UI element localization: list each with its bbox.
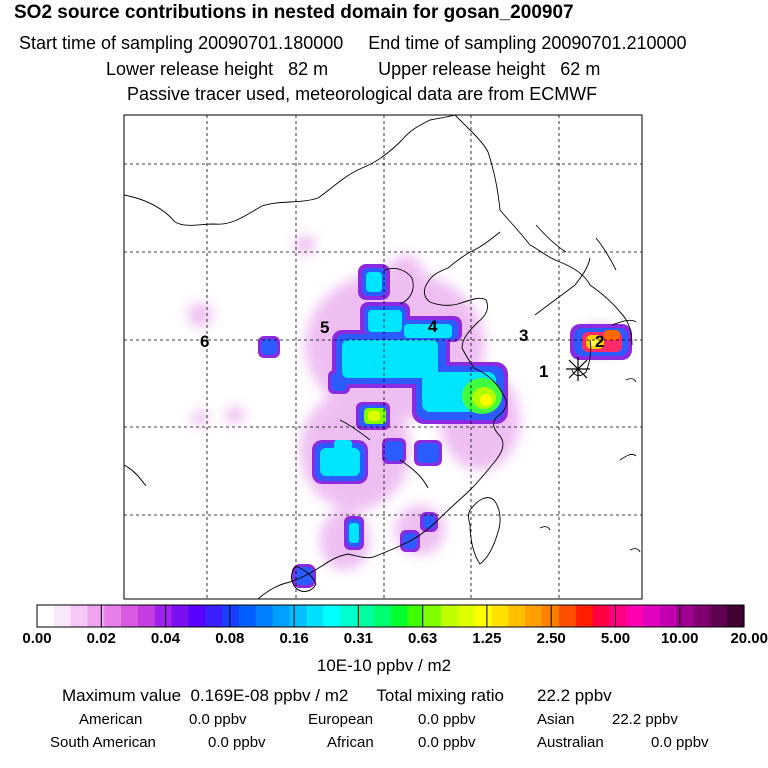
colorbar-swatch — [390, 605, 408, 627]
colorbar-swatch — [154, 605, 173, 627]
colorbar-swatch — [659, 605, 678, 627]
max-total-line: Maximum value 0.169E-08 ppbv / m2 Total … — [62, 686, 612, 706]
total-value: 22.2 ppbv — [537, 686, 612, 705]
colorbar-swatch — [727, 605, 745, 627]
colorbar-swatch — [575, 605, 594, 627]
release-heights: Lower release height 82 m Upper release … — [106, 59, 600, 80]
colorbar-swatch — [188, 605, 206, 627]
map-frame — [123, 114, 643, 600]
colorbar-swatch — [255, 605, 274, 627]
colorbar-swatch — [171, 605, 190, 627]
colorbar-swatch — [407, 605, 425, 627]
region-asian-value: 22.2 ppbv — [612, 711, 678, 728]
region-european-name: European — [308, 711, 374, 728]
plume-hotspots — [364, 330, 622, 424]
colorbar-tick-label: 0.31 — [343, 630, 373, 647]
chart-title: SO2 source contributions in nested domai… — [14, 2, 574, 23]
graticule — [124, 115, 642, 599]
region-american-name: American — [79, 711, 143, 728]
max-label: Maximum value — [62, 686, 182, 705]
sector-label-1: 1 — [539, 362, 548, 381]
colorbar-swatch — [441, 605, 459, 627]
sector-label-3: 3 — [519, 326, 528, 345]
colorbar-swatch — [373, 605, 392, 627]
colorbar-tick-label: 0.16 — [279, 630, 309, 647]
colorbar-tick-label: 0.63 — [408, 630, 438, 647]
sector-label-6: 6 — [200, 332, 209, 351]
plume-halo — [188, 235, 622, 570]
colorbar-tick-label: 20.00 — [730, 630, 768, 647]
colorbar-swatch — [592, 605, 610, 627]
colorbar-tick-label: 0.00 — [22, 630, 52, 647]
colorbar-swatch — [474, 605, 493, 627]
colorbar-swatch — [239, 605, 257, 627]
colorbar-swatch — [306, 605, 324, 627]
colorbar-tick-label: 0.04 — [150, 630, 181, 647]
region-australian-value: 0.0 ppbv — [651, 734, 709, 751]
colorbar-swatch — [424, 605, 442, 627]
colorbar-swatch — [53, 605, 72, 627]
sector-label-2: 2 — [595, 332, 604, 351]
colorbar-swatch — [609, 605, 627, 627]
colorbar-swatch — [37, 605, 55, 627]
region-asian-name: Asian — [537, 711, 575, 728]
colorbar-frame — [36, 604, 745, 628]
colorbar-swatch — [356, 605, 375, 627]
colorbar-tick-label: 10.00 — [660, 630, 699, 647]
colorbar-swatch — [272, 605, 291, 627]
start-label: Start time of sampling — [19, 33, 194, 53]
colorbar-swatch — [104, 605, 122, 627]
colorbar-swatch — [340, 605, 358, 627]
end-value: 20090701.210000 — [541, 33, 687, 53]
lower-label: Lower release height — [106, 59, 274, 79]
colorbar-swatch — [70, 605, 89, 627]
colorbar-swatch — [205, 605, 223, 627]
colorbar-tick-label: 1.25 — [472, 630, 502, 647]
colorbar-swatch — [643, 605, 661, 627]
colorbar-units: 10E-10 ppbv / m2 — [316, 656, 452, 675]
colorbar-tick-label: 0.02 — [86, 630, 116, 647]
sector-label-4: 4 — [428, 317, 438, 336]
colorbar-swatch — [491, 605, 509, 627]
sampling-times: Start time of sampling 20090701.180000 E… — [19, 33, 687, 54]
region-european-value: 0.0 ppbv — [418, 711, 476, 728]
colorbar-swatch — [138, 605, 156, 627]
total-label: Total mixing ratio — [376, 686, 504, 705]
region-south-american-value: 0.0 ppbv — [208, 734, 266, 751]
colorbar-swatch — [676, 605, 695, 627]
end-label: End time of sampling — [368, 33, 537, 53]
colorbar-swatch — [323, 605, 341, 627]
colorbar-tick-label: 0.08 — [215, 630, 245, 647]
colorbar-swatch — [508, 605, 526, 627]
receptor-asterisk-marker — [566, 357, 590, 381]
colorbar-swatch — [222, 605, 240, 627]
region-african-name: African — [327, 734, 374, 751]
sector-label-5: 5 — [320, 318, 329, 337]
max-value: 0.169E-08 ppbv / m2 — [190, 686, 349, 705]
colorbar-swatch — [710, 605, 728, 627]
colorbar-swatch — [558, 605, 577, 627]
tracer-note: Passive tracer used, meteorological data… — [127, 84, 598, 104]
colorbar-swatch — [626, 605, 644, 627]
start-value: 20090701.180000 — [198, 33, 344, 53]
colorbar-tick-label: 2.50 — [536, 630, 566, 647]
upper-label: Upper release height — [378, 59, 546, 79]
colorbar-swatch — [693, 605, 711, 627]
colorbar — [36, 605, 745, 627]
colorbar-swatch — [121, 605, 139, 627]
region-south-american-name: South American — [50, 734, 156, 751]
colorbar-swatch — [457, 605, 476, 627]
region-australian-name: Australian — [537, 734, 604, 751]
region-american-value: 0.0 ppbv — [189, 711, 247, 728]
colorbar-swatch — [87, 605, 105, 627]
colorbar-swatch — [525, 605, 543, 627]
coastlines — [124, 115, 641, 599]
colorbar-tick-label: 5.00 — [600, 630, 631, 647]
lower-value: 82 m — [288, 59, 329, 79]
colorbar-swatch — [289, 605, 307, 627]
region-african-value: 0.0 ppbv — [418, 734, 476, 751]
upper-value: 62 m — [560, 59, 601, 79]
